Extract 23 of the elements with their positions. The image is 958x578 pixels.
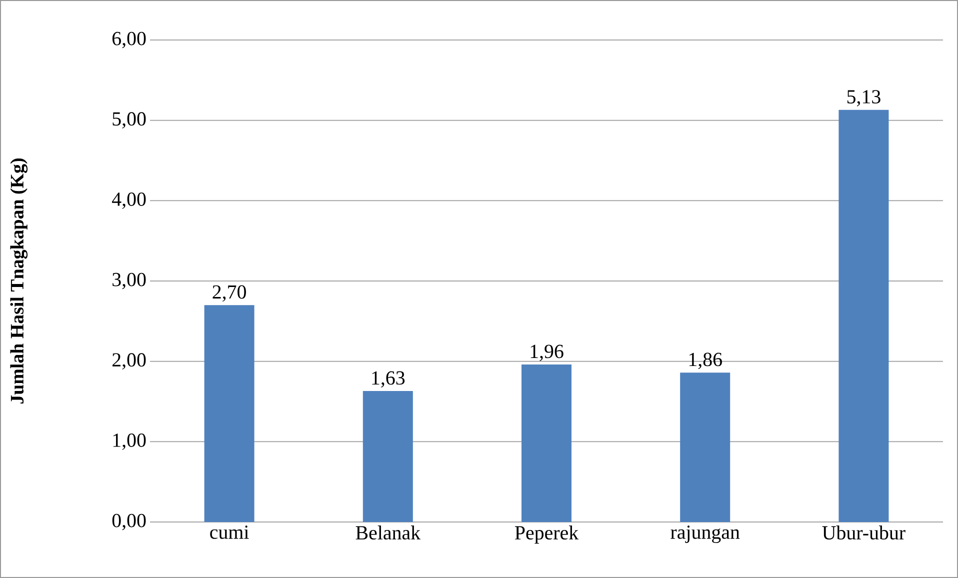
- y-tick-label: 0,00: [112, 514, 146, 530]
- y-axis-title: Jumlah Hasil Tnagkapan (Kg): [10, 158, 28, 404]
- y-tick-label: 2,00: [112, 353, 146, 370]
- bar: [362, 391, 413, 522]
- data-label: 1,86: [689, 352, 722, 370]
- bar: [522, 364, 572, 522]
- y-tick-label: 6,00: [112, 32, 146, 48]
- x-tick-label: Belanak: [356, 526, 421, 540]
- bar: [680, 372, 730, 522]
- data-label: 2,70: [212, 285, 246, 302]
- y-tick-label: 4,00: [112, 192, 146, 209]
- data-label: 1,96: [530, 344, 564, 362]
- y-tick-label: 3,00: [112, 272, 146, 290]
- x-tick-label: Ubur-ubur: [822, 526, 906, 540]
- x-tick-label: cumi: [210, 526, 249, 539]
- bar: [838, 110, 889, 522]
- y-tick-label: 5,00: [112, 112, 146, 128]
- data-label: 1,63: [372, 371, 405, 388]
- x-tick-label: rajungan: [670, 526, 740, 544]
- x-tick-label: Peperek: [514, 526, 579, 544]
- data-label: 5,13: [847, 90, 880, 106]
- bar: [204, 305, 254, 522]
- y-tick-label: 1,00: [113, 434, 146, 450]
